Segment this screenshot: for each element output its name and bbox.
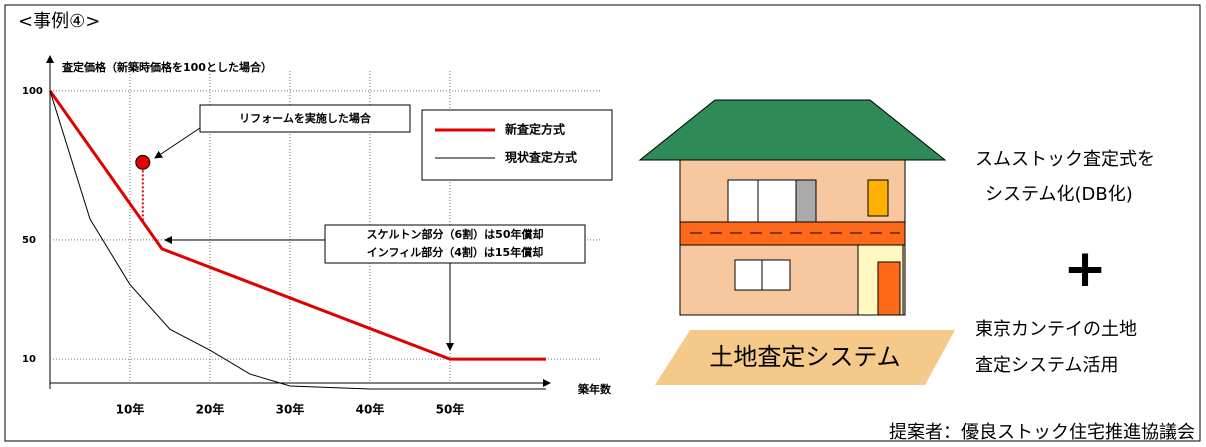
- x-tick-label: 50年: [436, 402, 465, 417]
- annotation-box: [324, 224, 586, 264]
- frame: [4, 4, 1201, 442]
- right-text: 東京カンテイの土地: [975, 319, 1137, 340]
- legend-label: 現状査定方式: [505, 150, 577, 165]
- arrow: [154, 127, 201, 159]
- right-text: スムストック査定式を: [975, 149, 1155, 170]
- right-text: 査定システム活用: [975, 355, 1118, 376]
- annotation-box: [199, 104, 411, 133]
- land-label: 土地査定システム: [709, 343, 900, 371]
- header: <事例④>: [18, 11, 100, 32]
- annotation: スケルトン部分（6割）は50年償却: [367, 227, 544, 241]
- reform-point: [135, 154, 151, 170]
- legend-label: 新査定方式: [505, 122, 565, 137]
- x-tick-label: 30年: [276, 402, 305, 417]
- annotation: インフィル部分（4割）は15年償却: [367, 245, 543, 259]
- line: [48, 89, 546, 361]
- plus: +: [1063, 239, 1107, 299]
- x-tick-label: 20年: [196, 402, 225, 417]
- x-tick-label: 10年: [116, 402, 145, 417]
- x-tick-label: 40年: [356, 402, 385, 417]
- y-tick-label: 10: [22, 354, 36, 365]
- house: [638, 99, 947, 316]
- footer: 提案者：優良ストック住宅推進協議会: [889, 422, 1195, 443]
- right-text: システム化(DB化): [985, 184, 1133, 205]
- y-tick-label: 50: [22, 235, 36, 246]
- x-axis-label: 築年数: [577, 382, 612, 396]
- annotation: リフォームを実施した場合: [239, 111, 372, 125]
- line: [49, 90, 546, 390]
- legend: [421, 109, 613, 181]
- y-tick-label: 100: [22, 86, 43, 97]
- y-axis-label: 査定価格（新築時価格を100とした場合）: [62, 60, 272, 74]
- land: [655, 330, 955, 385]
